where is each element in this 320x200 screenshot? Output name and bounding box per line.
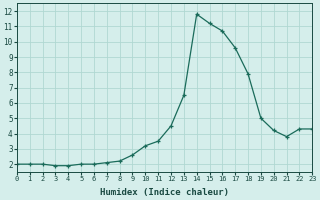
X-axis label: Humidex (Indice chaleur): Humidex (Indice chaleur) [100,188,229,197]
